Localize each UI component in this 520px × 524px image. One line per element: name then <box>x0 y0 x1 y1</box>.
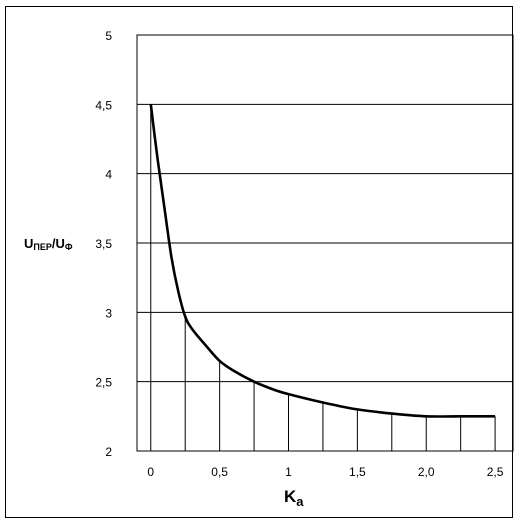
y-tick-label: 5 <box>105 29 112 43</box>
series-line <box>149 104 496 418</box>
x-label-main: K <box>284 487 297 506</box>
y-label-sub1: ПЕР <box>33 242 51 252</box>
y-axis-label: UПЕР/UФ <box>24 236 73 252</box>
x-tick-label: 0 <box>147 465 154 479</box>
x-axis-label: Ka <box>284 487 304 509</box>
y-label-slash: / <box>52 236 56 251</box>
y-tick-label: 2 <box>105 445 112 459</box>
y-label-u2: U <box>56 236 65 251</box>
x-tick-label: 0,5 <box>211 465 228 479</box>
x-label-sub: a <box>296 494 304 509</box>
y-tick-label: 3,5 <box>95 237 112 251</box>
y-label-sub2: Ф <box>65 242 73 252</box>
y-tick-label: 2,5 <box>95 376 112 390</box>
y-tick-label: 4,5 <box>95 98 112 112</box>
x-tick-labels: 0 0,5 1 1,5 2,0 2,5 <box>147 465 503 479</box>
y-tick-labels: 2 2,5 3 3,5 4 4,5 5 <box>95 29 112 459</box>
grid-lines <box>137 103 513 383</box>
plot-area <box>136 34 514 452</box>
y-tick-label: 3 <box>105 306 112 320</box>
x-tick-label: 1 <box>285 465 292 479</box>
x-tick-label: 2,5 <box>487 465 504 479</box>
x-tick-label: 2,0 <box>418 465 435 479</box>
chart-frame <box>5 6 513 518</box>
y-label-u1: U <box>24 236 33 251</box>
drop-lines <box>150 104 496 451</box>
y-tick-label: 4 <box>105 168 112 182</box>
x-tick-label: 1,5 <box>349 465 366 479</box>
